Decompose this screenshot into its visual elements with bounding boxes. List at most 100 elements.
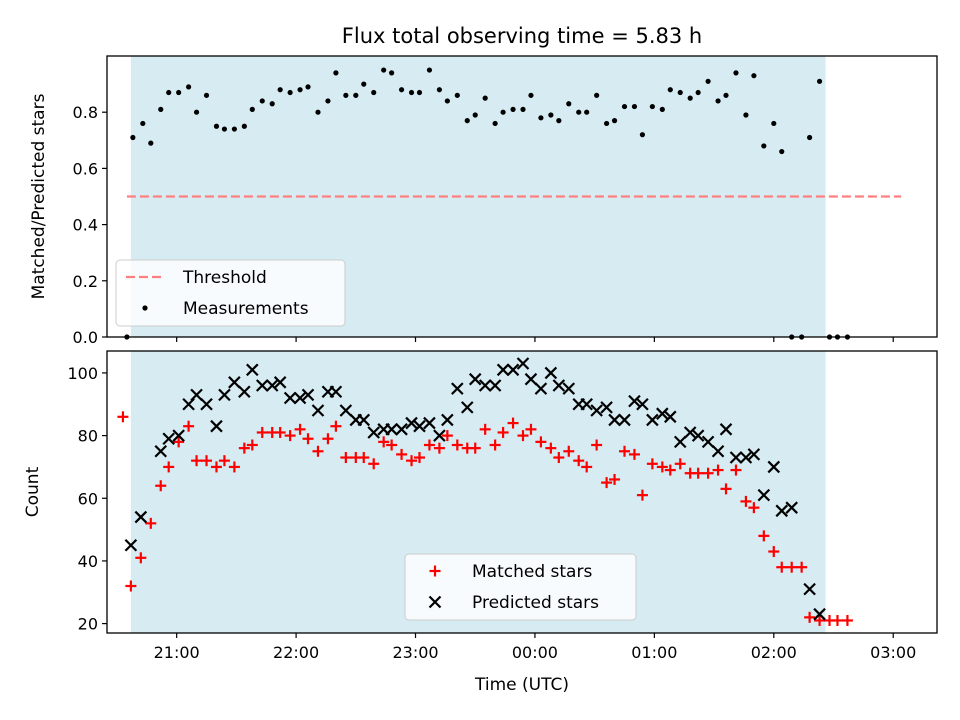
measurement-point (444, 98, 450, 104)
matched-star-point (656, 461, 668, 473)
predicted-star-point (711, 444, 725, 458)
predicted-star-point-b (218, 388, 231, 402)
matched-star-point (145, 517, 157, 529)
matched-star-point (378, 436, 390, 448)
matched-star-point (191, 455, 203, 467)
matched-star-point (702, 467, 714, 479)
predicted-star-point-b (701, 435, 715, 449)
legend-box (115, 259, 346, 327)
predicted-star-point (775, 504, 789, 518)
predicted-star-point-b (496, 363, 510, 377)
x-axis-label: Time (UTC) (474, 675, 569, 695)
legend-predicted-swatch (428, 595, 442, 609)
measurement-point (482, 95, 488, 101)
measurement-point (659, 106, 665, 112)
predicted-star-point-b (813, 607, 826, 621)
y-tick-label: 0.4 (73, 216, 98, 235)
measurement-point (231, 126, 237, 132)
predicted-star-point (590, 404, 603, 417)
predicted-star-point-b (656, 407, 669, 420)
predicted-star-point (357, 413, 371, 427)
predicted-star-point-b (664, 410, 677, 424)
predicted-star-point-b (747, 448, 761, 461)
matched-star-point (525, 423, 537, 435)
predicted-star-point (562, 382, 576, 395)
measurement-point (715, 98, 721, 104)
measurement-point (454, 92, 460, 98)
legend-label: Measurements (183, 299, 309, 319)
legend-measurement-swatch (142, 305, 148, 311)
measurement-point (130, 134, 136, 141)
measurement-point (398, 87, 405, 93)
y-tick-label: 20 (78, 615, 98, 634)
predicted-star-point (600, 401, 613, 414)
measurement-point (603, 120, 610, 127)
predicted-star-point-b (413, 419, 426, 433)
predicted-star-point (293, 391, 307, 405)
predicted-star-point (524, 372, 538, 386)
matched-star-point (619, 445, 631, 457)
predicted-star-point-b (367, 426, 380, 439)
matched-star-point (553, 452, 565, 464)
matched-star-point (479, 423, 491, 435)
predicted-star-point (580, 397, 593, 411)
predicted-star-point-b (238, 385, 251, 399)
predicted-star-point-b (691, 429, 705, 442)
predicted-star-point (246, 363, 259, 377)
matched-star-point (720, 483, 732, 495)
predicted-star-point (719, 423, 733, 436)
matched-star-point (786, 561, 798, 573)
predicted-star-point (124, 538, 138, 552)
measurement-point (472, 112, 478, 118)
matched-star-point (573, 455, 585, 467)
measurement-point (158, 106, 164, 112)
predicted-star-point (441, 413, 454, 427)
predicted-star-point (190, 388, 203, 402)
predicted-star-point (134, 510, 148, 524)
predicted-star-point (506, 363, 520, 377)
predicted-star-point (228, 376, 241, 389)
series-measurements (124, 67, 851, 340)
predicted-star-point-b (385, 423, 398, 436)
matched-star-point (433, 442, 445, 454)
predicted-star-point (238, 385, 251, 399)
predicted-star-point-b (329, 385, 343, 399)
predicted-star-point (468, 372, 482, 386)
measurement-point (333, 70, 339, 76)
predicted-star-point-b (590, 404, 603, 417)
matched-star-point (396, 448, 408, 460)
y-tick-label: 100 (67, 364, 98, 383)
predicted-star-point-b (468, 372, 482, 386)
matched-star-point (284, 430, 296, 442)
measurement-point (408, 89, 415, 96)
measurement-point (584, 109, 590, 115)
matched-star-point (517, 430, 529, 442)
matched-star-point (814, 614, 826, 626)
matched-star-point (330, 420, 342, 432)
predicted-star-point-b (516, 357, 530, 370)
legend-label: Matched stars (472, 562, 592, 582)
predicted-star-point-b (646, 413, 659, 427)
predicted-star-point (395, 423, 408, 436)
predicted-star-point-b (711, 444, 725, 458)
predicted-star-point-b (636, 397, 649, 411)
predicted-star-point (200, 397, 213, 411)
matched-star-point (302, 433, 314, 445)
predicted-star-point-b (618, 413, 631, 427)
matched-star-point (386, 439, 398, 451)
predicted-star-point (496, 363, 510, 377)
predicted-star-point (451, 382, 464, 395)
matched-star-point (183, 420, 195, 432)
measurement-point (389, 70, 395, 76)
y-tick-label: 40 (78, 552, 98, 571)
predicted-star-point-b (506, 363, 520, 377)
predicted-star-point (552, 379, 566, 392)
predicted-star-point (329, 385, 343, 399)
chart-title: Flux total observing time = 5.83 h (342, 24, 702, 48)
predicted-star-point (608, 413, 621, 427)
measurement-point (771, 120, 777, 127)
measurement-point (166, 89, 172, 96)
matched-star-point (740, 495, 752, 507)
measurement-point (639, 132, 646, 138)
